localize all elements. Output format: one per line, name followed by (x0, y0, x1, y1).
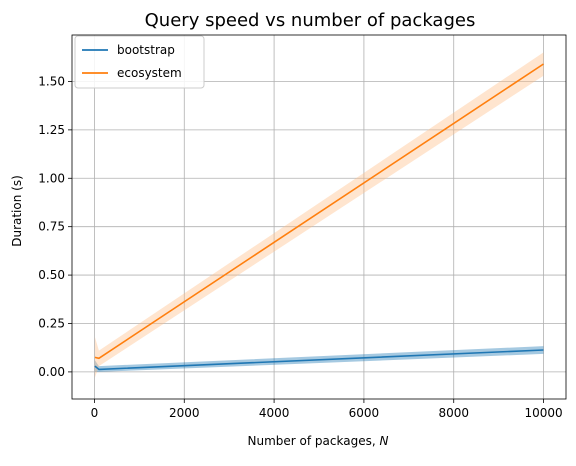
y-tick-label: 1.25 (38, 123, 65, 137)
x-axis-label-text: Number of packages, (248, 434, 380, 448)
confidence-band-ecosystem (94, 52, 544, 378)
legend-box (74, 35, 205, 89)
x-tick-label: 4000 (259, 406, 290, 420)
y-tick-label: 0.75 (38, 220, 65, 234)
y-tick-label: 0.50 (38, 268, 65, 282)
series-lines (94, 63, 544, 371)
chart-title: Query speed vs number of packages (145, 10, 476, 31)
y-tick-label: 0.00 (38, 365, 65, 379)
x-tick-label: 6000 (349, 406, 380, 420)
x-axis-label: Number of packages, N (248, 434, 389, 448)
y-tick-label: 0.25 (38, 316, 65, 330)
x-axis-label-variable: N (379, 434, 388, 448)
x-tick-label: 8000 (438, 406, 469, 420)
x-tick-label: 0 (91, 406, 99, 420)
x-tick-label: 10000 (524, 406, 562, 420)
y-tick-label: 1.50 (38, 74, 65, 88)
legend-label-ecosystem: ecosystem (117, 66, 182, 80)
grid (72, 35, 566, 399)
y-axis-label: Duration (s) (10, 175, 24, 247)
legend-label-bootstrap: bootstrap (117, 43, 175, 57)
ticks: 0 2000 4000 6000 8000 10000 0.00 0.25 0.50 0.75 1.… (38, 74, 562, 420)
confidence-bands (94, 52, 544, 378)
legend: bootstrap ecosystem (74, 35, 205, 89)
series-line-ecosystem (94, 63, 544, 360)
series-line-bootstrap (94, 349, 544, 371)
y-tick-label: 1.00 (38, 171, 65, 185)
plot-frame (71, 34, 567, 400)
x-tick-label: 2000 (169, 406, 200, 420)
